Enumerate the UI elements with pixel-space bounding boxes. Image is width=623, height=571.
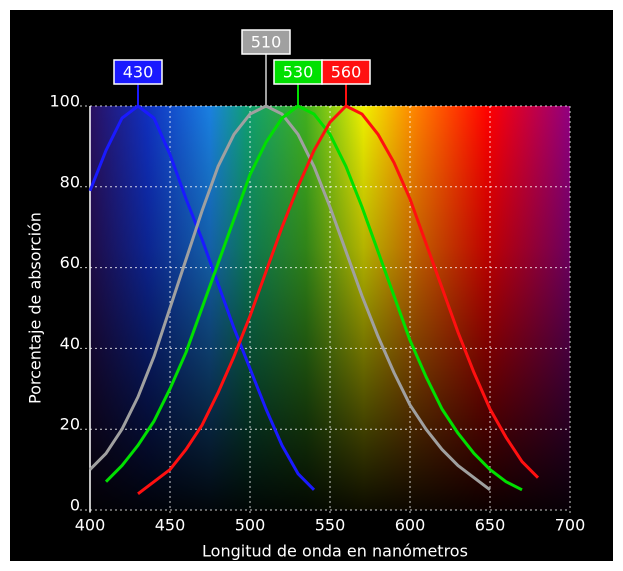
y-tick-label: 60 [60, 253, 80, 272]
x-tick-label: 700 [555, 516, 586, 535]
peak-label: 560 [331, 63, 362, 82]
peak-label: 510 [251, 33, 282, 52]
peak-box [241, 29, 291, 55]
peak-box [113, 59, 163, 85]
x-tick-label: 650 [475, 516, 506, 535]
curve [88, 104, 316, 491]
y-axis-title: Porcentaje de absorción [26, 212, 45, 404]
y-tick-label: 40 [60, 334, 80, 353]
y-tick-label: 20 [60, 415, 80, 434]
peak-label: 530 [283, 63, 314, 82]
x-tick-label: 500 [235, 516, 266, 535]
x-tick-label: 600 [395, 516, 426, 535]
curve [88, 104, 491, 491]
x-tick-label: 450 [155, 516, 186, 535]
y-tick-label: 80 [60, 172, 80, 191]
curve [104, 104, 523, 492]
peak-label: 430 [123, 63, 154, 82]
y-tick-label: 0 [70, 496, 80, 515]
x-tick-label: 400 [75, 516, 106, 535]
y-tick-label: 100 [49, 92, 80, 111]
x-tick-label: 550 [315, 516, 346, 535]
x-axis-title: Longitud de onda en nanómetros [202, 542, 468, 561]
peak-box [321, 59, 371, 85]
curve [137, 104, 540, 496]
